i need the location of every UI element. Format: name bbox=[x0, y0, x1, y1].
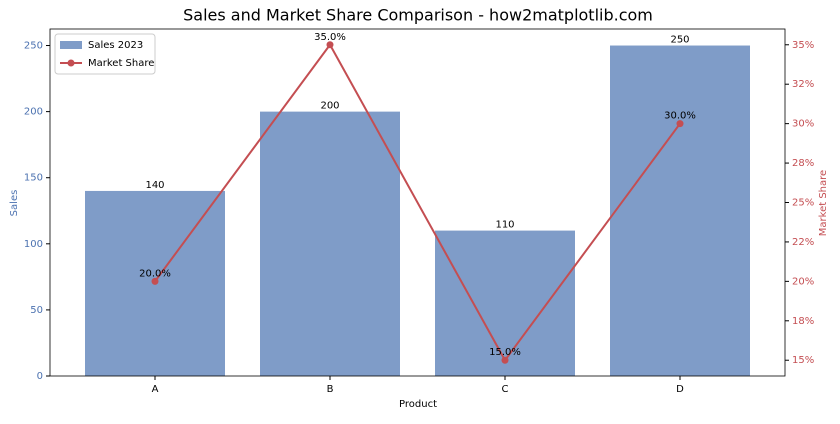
legend-label: Sales 2023 bbox=[88, 40, 143, 51]
line bbox=[154, 42, 681, 363]
line-value-label: 20.0% bbox=[139, 268, 171, 279]
y2-tick-label: 20% bbox=[792, 276, 814, 287]
bar-value-label: 200 bbox=[320, 101, 339, 112]
y-tick-label: 100 bbox=[24, 239, 43, 250]
y2-tick-label: 22% bbox=[792, 237, 814, 248]
line-point bbox=[676, 120, 684, 128]
bar bbox=[610, 45, 750, 377]
y2-tick-label: 28% bbox=[792, 158, 814, 169]
y-axis-label: Sales bbox=[9, 190, 20, 217]
line-point bbox=[151, 277, 159, 285]
bar-value-label: 110 bbox=[495, 220, 514, 231]
bar-value-label: 140 bbox=[145, 180, 164, 191]
y-tick-label: 50 bbox=[30, 305, 43, 316]
line-value-label: 35.0% bbox=[314, 32, 346, 43]
bar-value-label: 250 bbox=[670, 35, 689, 46]
y-tick-label: 200 bbox=[24, 107, 43, 118]
legend-label: Market Share bbox=[88, 58, 154, 69]
bar bbox=[260, 111, 400, 376]
y2-tick-label: 25% bbox=[792, 198, 814, 209]
line-value-label: 30.0% bbox=[664, 111, 696, 122]
x-tick-label: C bbox=[502, 384, 509, 395]
y2-tick-label: 32% bbox=[792, 79, 814, 90]
line-value-label: 15.0% bbox=[489, 347, 521, 358]
legend-swatch bbox=[60, 41, 82, 49]
plot-frame bbox=[49, 28, 786, 377]
y2-tick-label: 18% bbox=[792, 316, 814, 327]
y2-tick-label: 35% bbox=[792, 40, 814, 51]
y-tick-label: 150 bbox=[24, 173, 43, 184]
x-tick-label: D bbox=[676, 384, 684, 395]
x-tick-label: B bbox=[327, 384, 334, 395]
line-point bbox=[326, 41, 334, 49]
y2-tick-label: 30% bbox=[792, 119, 814, 130]
chart-title: Sales and Market Share Comparison - how2… bbox=[183, 6, 653, 25]
bar bbox=[435, 230, 575, 376]
y2-tick-label: 15% bbox=[792, 355, 814, 366]
x-tick-label: A bbox=[152, 384, 159, 395]
x-axis-label: Product bbox=[399, 399, 437, 410]
legend-marker bbox=[67, 59, 75, 67]
line-point bbox=[501, 356, 509, 364]
y2-axis-label: Market Share bbox=[818, 170, 829, 236]
y-tick-label: 250 bbox=[24, 41, 43, 52]
y-tick-label: 0 bbox=[37, 371, 43, 382]
